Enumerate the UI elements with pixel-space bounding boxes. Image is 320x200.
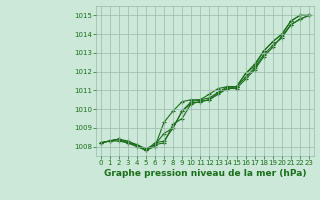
X-axis label: Graphe pression niveau de la mer (hPa): Graphe pression niveau de la mer (hPa) (104, 169, 306, 178)
